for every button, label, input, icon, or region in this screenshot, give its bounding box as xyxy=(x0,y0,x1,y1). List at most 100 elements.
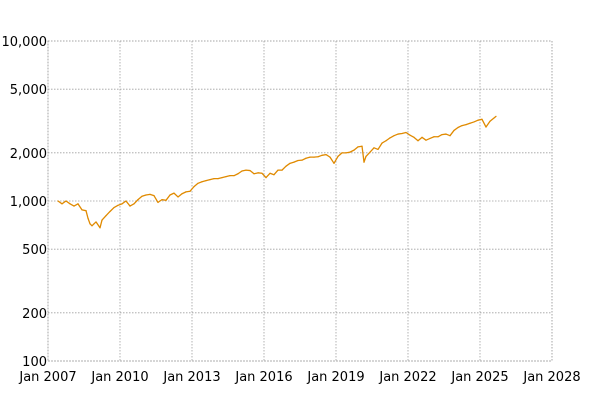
x-tick-label: Jan 2019 xyxy=(306,370,364,385)
x-tick-label: Jan 2028 xyxy=(522,370,580,385)
data-point xyxy=(293,161,295,163)
data-point xyxy=(91,225,93,227)
plot-frame xyxy=(47,40,553,362)
data-point xyxy=(85,210,87,212)
data-point xyxy=(481,118,483,120)
x-tick-label: Jan 2010 xyxy=(90,370,148,385)
data-point xyxy=(309,156,311,158)
data-point xyxy=(433,136,435,138)
data-point xyxy=(137,199,139,201)
data-point xyxy=(445,133,447,135)
data-point xyxy=(321,154,323,156)
x-tick-label: Jan 2016 xyxy=(234,370,292,385)
data-point xyxy=(485,126,487,128)
data-point xyxy=(95,221,97,223)
data-point xyxy=(249,169,251,172)
data-point xyxy=(281,169,283,171)
data-point xyxy=(165,199,167,201)
data-point xyxy=(169,194,171,196)
data-point xyxy=(217,178,219,180)
y-tick-label: 500 xyxy=(22,243,47,258)
data-point xyxy=(325,153,327,156)
data-point xyxy=(413,136,415,138)
data-point xyxy=(457,126,459,129)
data-point xyxy=(477,119,479,121)
data-point xyxy=(495,115,497,117)
data-point xyxy=(473,121,475,123)
data-point xyxy=(185,191,187,193)
data-point xyxy=(117,204,119,206)
data-point xyxy=(241,170,243,172)
y-tick-label: 2,000 xyxy=(10,147,47,162)
data-point xyxy=(257,172,259,174)
data-point xyxy=(329,156,331,158)
y-tick-label: 10,000 xyxy=(2,35,48,50)
series-line xyxy=(57,115,497,229)
data-point xyxy=(153,195,155,197)
y-tick-label: 5,000 xyxy=(10,83,47,98)
data-point xyxy=(357,146,359,148)
data-point xyxy=(233,175,235,177)
data-point xyxy=(317,156,319,158)
data-point xyxy=(221,177,223,179)
data-point xyxy=(449,135,451,137)
data-point xyxy=(101,219,103,221)
data-point xyxy=(417,140,419,142)
data-point xyxy=(337,155,339,157)
data-point xyxy=(157,201,159,203)
data-point xyxy=(173,192,175,194)
data-point xyxy=(245,169,247,171)
data-point xyxy=(361,145,363,147)
data-point xyxy=(213,178,215,180)
data-point xyxy=(113,206,115,209)
data-point xyxy=(69,203,71,205)
data-point xyxy=(109,210,111,213)
x-tick-label: Jan 2013 xyxy=(162,370,220,385)
data-point xyxy=(73,205,75,207)
x-tick-label: Jan 2022 xyxy=(378,370,436,385)
data-point xyxy=(57,200,59,202)
data-point xyxy=(133,203,135,205)
data-point xyxy=(225,176,227,178)
data-point xyxy=(365,155,367,157)
data-point xyxy=(421,136,423,138)
data-point xyxy=(193,186,195,188)
data-point xyxy=(161,199,163,201)
data-point xyxy=(453,129,455,132)
data-point xyxy=(363,161,365,163)
data-point xyxy=(425,139,427,141)
data-point xyxy=(301,159,303,161)
data-point xyxy=(377,148,379,151)
data-point xyxy=(89,223,91,225)
data-point xyxy=(381,142,383,144)
series-layer xyxy=(57,115,497,229)
data-point xyxy=(77,203,79,205)
data-point xyxy=(393,135,395,137)
data-point xyxy=(189,190,191,192)
data-point xyxy=(181,193,183,195)
data-point xyxy=(353,149,355,151)
data-point xyxy=(61,203,63,205)
data-point xyxy=(87,217,89,219)
data-point xyxy=(273,174,275,176)
data-point xyxy=(349,151,351,153)
data-point xyxy=(277,169,279,171)
data-point xyxy=(465,124,467,126)
data-point xyxy=(405,131,407,134)
data-point xyxy=(493,117,495,119)
data-point xyxy=(121,203,123,205)
data-point xyxy=(105,215,107,217)
data-point xyxy=(229,175,231,177)
data-point xyxy=(177,196,179,198)
data-point xyxy=(265,177,267,179)
data-point xyxy=(253,173,255,175)
data-point xyxy=(261,172,263,174)
data-point xyxy=(125,200,127,202)
data-point xyxy=(401,132,403,135)
data-point xyxy=(65,200,67,202)
data-point xyxy=(461,124,463,127)
data-point xyxy=(369,151,371,153)
data-point xyxy=(469,122,471,124)
data-point xyxy=(237,173,239,175)
